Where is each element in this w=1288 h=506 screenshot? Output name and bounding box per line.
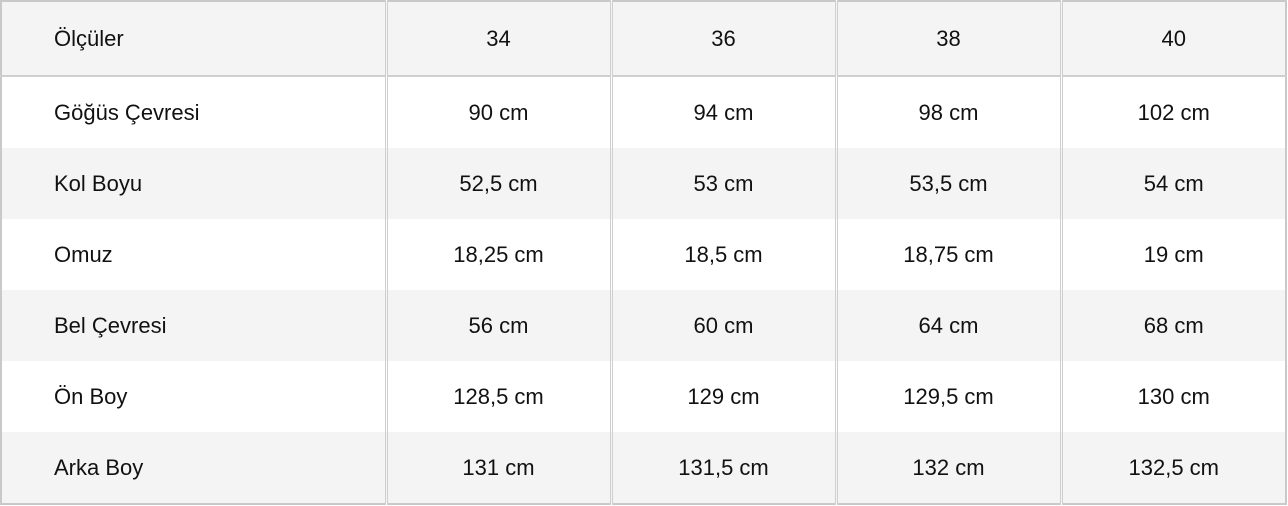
cell-value: 68 cm [1059,290,1286,361]
header-size-36: 36 [609,1,836,77]
table-row: Ön Boy 128,5 cm 129 cm 129,5 cm 130 cm [1,361,1286,432]
cell-value: 56 cm [384,290,611,361]
row-label: Göğüs Çevresi [54,99,200,125]
row-label: Ön Boy [54,383,128,409]
header-size-34: 34 [384,1,611,77]
cell-value: 132,5 cm [1059,432,1286,504]
table-row: Arka Boy 131 cm 131,5 cm 132 cm 132,5 cm [1,432,1286,504]
row-label: Omuz [54,241,113,267]
table-row: Bel Çevresi 56 cm 60 cm 64 cm 68 cm [1,290,1286,361]
header-row: Ölçüler 34 36 38 40 [1,1,1286,77]
header-size-40: 40 [1059,1,1286,77]
cell-value: 102 cm [1059,76,1286,148]
cell-value: 130 cm [1059,361,1286,432]
cell-value: 60 cm [609,290,836,361]
cell-value: 129 cm [609,361,836,432]
table-row: Kol Boyu 52,5 cm 53 cm 53,5 cm 54 cm [1,148,1286,219]
row-label: Arka Boy [1,432,386,504]
cell-value: 54 cm [1059,148,1286,219]
row-label: Bel Çevresi [1,290,386,361]
table-row: Göğüs Çevresi 90 cm 94 cm 98 cm 102 cm [1,76,1286,148]
table-row: Omuz 18,25 cm 18,5 cm 18,75 cm 19 cm [1,219,1286,290]
cell-value: 53 cm [609,148,836,219]
cell-value: 53,5 cm [834,148,1061,219]
cell-value: 18,75 cm [834,219,1061,290]
cell-value: 52,5 cm [384,148,611,219]
cell-value: 129,5 cm [834,361,1061,432]
header-size-38: 38 [834,1,1061,77]
cell-value: 64 cm [834,290,1061,361]
header-measurements: Ölçüler [1,1,386,77]
cell-value: 98 cm [834,76,1061,148]
cell-value: 131,5 cm [609,432,836,504]
cell-value: 128,5 cm [384,361,611,432]
cell-value: 19 cm [1059,219,1286,290]
cell-value: 94 cm [609,76,836,148]
cell-value: 132 cm [834,432,1061,504]
cell-value: 18,25 cm [384,219,611,290]
cell-value: 18,5 cm [609,219,836,290]
cell-value: 90 cm [384,76,611,148]
cell-value: 131 cm [384,432,611,504]
row-label: Kol Boyu [1,148,386,219]
